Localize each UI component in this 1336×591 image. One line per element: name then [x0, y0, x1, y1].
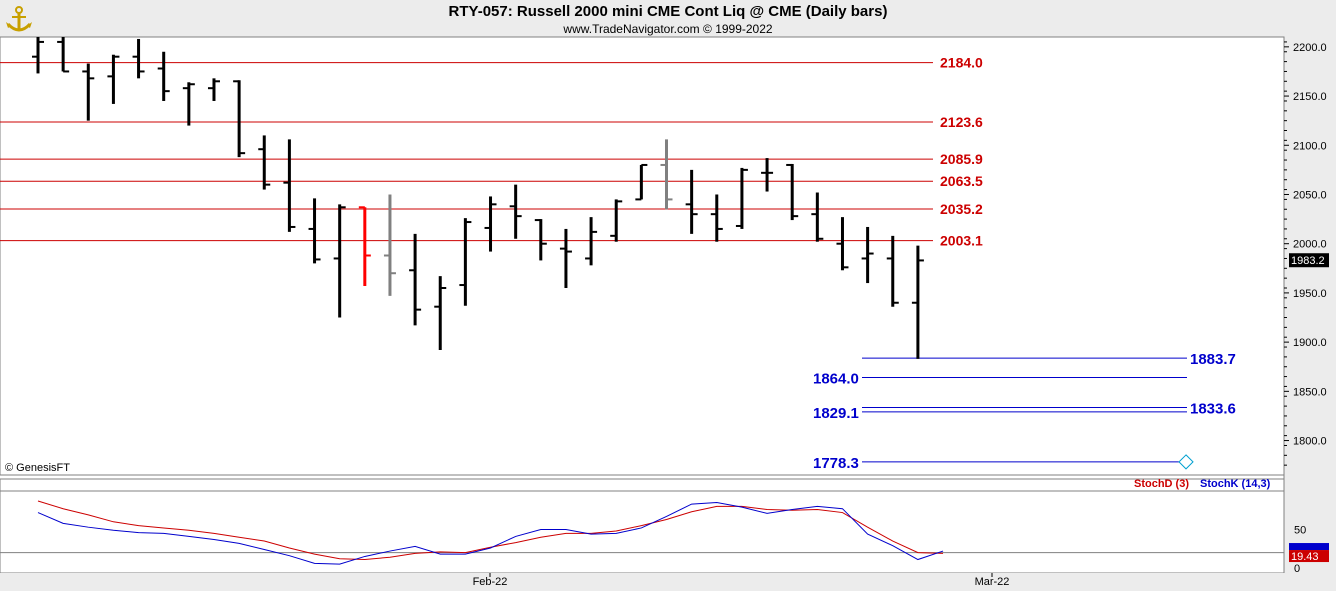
- y-tick-label: 2200.0: [1293, 42, 1327, 54]
- y-tick-label: 2100.0: [1293, 140, 1327, 152]
- resistance-label: 2184.0: [940, 55, 983, 71]
- resistance-label: 2035.2: [940, 201, 983, 217]
- resistance-label: 2123.6: [940, 114, 983, 130]
- level-handle-icon: [1178, 454, 1194, 470]
- y-tick-label: 1850.0: [1293, 386, 1327, 398]
- last-price-badge: [1289, 253, 1329, 268]
- bottom-axis-bg: [0, 573, 1336, 591]
- y-tick-label: 1900.0: [1293, 337, 1327, 349]
- stoch-badge-top: [1289, 543, 1329, 551]
- y-tick-label: 2150.0: [1293, 91, 1327, 103]
- y-tick-label: 2000.0: [1293, 239, 1327, 251]
- support-label: 1833.6: [1190, 400, 1236, 417]
- stoch-badge: [1289, 550, 1329, 563]
- support-label: 1864.0: [813, 371, 859, 388]
- y-tick-label: 1800.0: [1293, 436, 1327, 448]
- support-label: 1883.7: [1190, 351, 1236, 368]
- x-tick-label: Mar-22: [975, 576, 1010, 588]
- price-panel: [0, 36, 1285, 476]
- resistance-label: 2063.5: [940, 173, 983, 189]
- copyright-label: © GenesisFT: [5, 462, 70, 474]
- resistance-label: 2085.9: [940, 151, 983, 167]
- y-tick-label: 2050.0: [1293, 189, 1327, 201]
- resistance-label: 2003.1: [940, 233, 983, 249]
- support-label: 1778.3: [813, 455, 859, 472]
- stoch-series-line: [37, 502, 944, 565]
- stoch-legend-k: StochK (14,3): [1200, 478, 1271, 490]
- stoch-series-line: [37, 500, 944, 561]
- stoch-y-tick-label: 50: [1294, 525, 1306, 537]
- stoch-y-tick-label: 0: [1294, 563, 1300, 575]
- stoch-legend-d: StochD (3): [1134, 478, 1189, 490]
- x-tick-label: Feb-22: [473, 576, 508, 588]
- anchor-logo-icon: [4, 4, 34, 39]
- y-tick-label: 1950.0: [1293, 288, 1327, 300]
- last-price-label: 1983.2: [1291, 255, 1325, 267]
- chart-title: RTY-057: Russell 2000 mini CME Cont Liq …: [448, 3, 888, 20]
- support-label: 1829.1: [813, 405, 859, 422]
- chart-subtitle: www.TradeNavigator.com © 1999-2022: [563, 22, 773, 36]
- chart-header: [0, 0, 1336, 37]
- right-axis-bg: [1284, 37, 1336, 573]
- stoch-last-value: 19.43: [1291, 551, 1319, 563]
